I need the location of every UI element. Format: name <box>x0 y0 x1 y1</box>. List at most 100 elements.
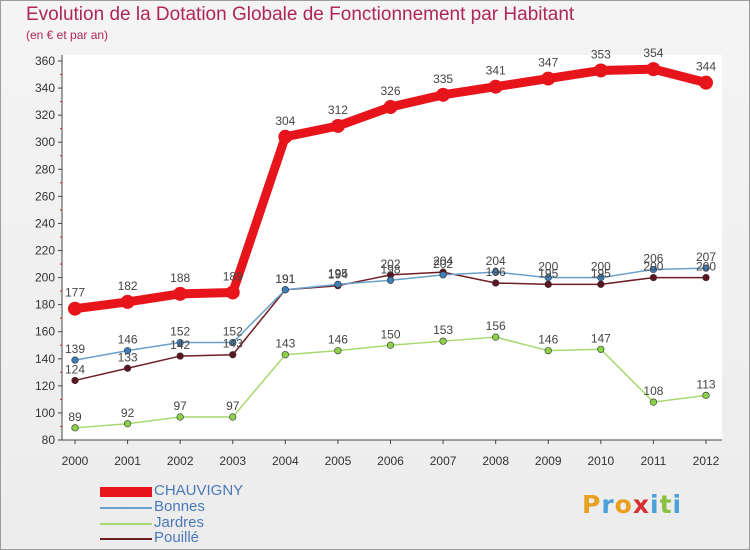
y-tick-label: 340 <box>35 81 55 95</box>
x-tick-label: 2008 <box>482 454 509 468</box>
data-label: 353 <box>591 47 611 61</box>
data-label: 312 <box>328 103 348 117</box>
data-label: 206 <box>643 251 663 265</box>
data-point <box>71 424 79 432</box>
data-point <box>593 63 608 78</box>
data-label: 204 <box>433 254 453 268</box>
data-label: 147 <box>591 331 611 345</box>
data-label: 204 <box>486 254 506 268</box>
data-point <box>699 75 713 90</box>
legend-label: CHAUVIGNY <box>154 482 244 499</box>
data-point <box>649 398 658 406</box>
data-point <box>229 413 237 421</box>
data-label: 200 <box>538 260 558 274</box>
legend-label: Pouillé <box>154 529 200 546</box>
data-point <box>123 364 132 372</box>
x-tick-label: 2000 <box>62 454 89 468</box>
x-tick-label: 2001 <box>114 454 141 468</box>
data-point <box>439 337 447 345</box>
data-label: 146 <box>118 333 138 347</box>
legend-swatch <box>100 523 152 525</box>
data-point <box>334 280 342 288</box>
data-label: 335 <box>433 72 453 86</box>
data-point <box>702 273 710 282</box>
data-label: 191 <box>275 272 295 286</box>
data-label: 191 <box>275 272 295 286</box>
data-label: 113 <box>696 377 715 391</box>
data-label: 139 <box>65 342 85 356</box>
logo-letter: x <box>632 490 650 519</box>
x-tick-label: 2007 <box>430 454 457 468</box>
data-label: 304 <box>275 114 295 128</box>
data-point <box>120 294 135 309</box>
data-point <box>541 71 556 86</box>
data-label: 354 <box>643 46 663 60</box>
data-point <box>386 276 395 284</box>
x-tick-label: 2006 <box>377 454 404 468</box>
y-tick-label: 200 <box>35 271 55 285</box>
data-point <box>597 280 605 288</box>
x-tick-label: 2005 <box>325 454 352 468</box>
logo-letter: r <box>601 490 615 519</box>
y-tick-label: 160 <box>35 325 55 339</box>
data-point <box>225 285 240 300</box>
data-point <box>330 118 345 133</box>
data-label: 156 <box>486 319 506 333</box>
data-label: 152 <box>223 325 243 339</box>
data-label: 143 <box>275 337 295 351</box>
logo-letter: t <box>659 490 673 519</box>
data-label: 177 <box>65 286 85 300</box>
data-point <box>597 345 605 353</box>
data-point <box>281 351 289 359</box>
logo-letter: o <box>614 490 633 519</box>
data-point <box>646 62 661 77</box>
x-tick-label: 2002 <box>167 454 194 468</box>
y-tick-label: 120 <box>35 379 55 393</box>
data-label: 200 <box>696 260 716 274</box>
data-label: 189 <box>223 269 243 283</box>
proxiti-logo: Proxiti <box>582 490 682 519</box>
data-label: 182 <box>118 279 138 293</box>
logo-letter: P <box>582 490 602 519</box>
data-point <box>176 352 184 360</box>
y-tick-label: 140 <box>35 352 55 366</box>
plot-area <box>62 55 722 440</box>
y-tick-label: 240 <box>35 216 55 230</box>
data-point <box>383 100 398 115</box>
data-label: 326 <box>380 84 400 98</box>
data-label: 97 <box>226 399 240 413</box>
data-label: 146 <box>538 333 558 347</box>
legend-swatch <box>100 538 152 540</box>
data-label: 195 <box>538 266 558 280</box>
data-point <box>123 420 132 428</box>
legend-label: Bonnes <box>154 498 205 515</box>
data-label: 92 <box>121 406 135 420</box>
x-tick-label: 2009 <box>535 454 562 468</box>
x-tick-label: 2012 <box>693 454 720 468</box>
data-label: 200 <box>591 260 611 274</box>
data-point <box>492 268 500 276</box>
data-label: 195 <box>328 266 348 280</box>
data-point <box>597 273 605 282</box>
data-point <box>544 347 552 355</box>
y-tick-label: 320 <box>35 108 55 122</box>
logo-letter: i <box>650 490 660 519</box>
data-label: 124 <box>65 362 85 376</box>
chart-title: Evolution de la Dotation Globale de Fonc… <box>26 4 575 25</box>
data-label: 344 <box>696 60 716 74</box>
data-point <box>544 280 552 288</box>
data-point <box>649 273 658 282</box>
data-label: 207 <box>696 250 716 264</box>
x-tick-label: 2003 <box>219 454 246 468</box>
y-tick-label: 260 <box>35 189 55 203</box>
data-point <box>702 264 710 272</box>
x-tick-label: 2004 <box>272 454 299 468</box>
data-point <box>492 279 500 287</box>
data-label: 146 <box>328 333 348 347</box>
data-label: 202 <box>380 257 400 271</box>
data-label: 153 <box>433 323 453 337</box>
data-point <box>229 351 237 359</box>
data-label: 97 <box>173 399 187 413</box>
data-point <box>488 79 503 94</box>
